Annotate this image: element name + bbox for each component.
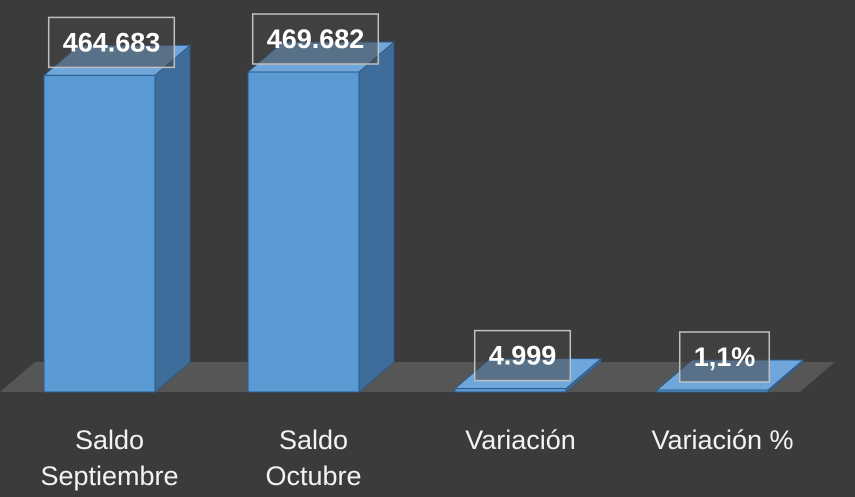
value-label: 464.683 <box>63 28 161 58</box>
category-label: Variación <box>465 425 576 455</box>
value-label-box <box>251 13 380 65</box>
bar-front <box>454 388 567 393</box>
value-label: 469.682 <box>267 24 365 54</box>
floor <box>0 362 835 392</box>
value-label-box <box>473 329 572 382</box>
value-label: 4.999 <box>489 341 557 371</box>
bar-front <box>43 74 156 393</box>
bar-front <box>247 71 360 393</box>
value-label-box <box>47 16 176 69</box>
value-label-box <box>678 331 771 383</box>
bar-side <box>358 40 395 394</box>
category-label: Saldo Octubre <box>265 425 362 491</box>
bar <box>42 44 192 394</box>
bar-front <box>656 389 769 393</box>
category-label: Saldo Septiembre <box>40 425 179 491</box>
bar <box>246 40 396 394</box>
category-label: Variación % <box>651 425 794 455</box>
value-label: 1,1% <box>694 342 756 372</box>
bar-side <box>154 44 191 394</box>
